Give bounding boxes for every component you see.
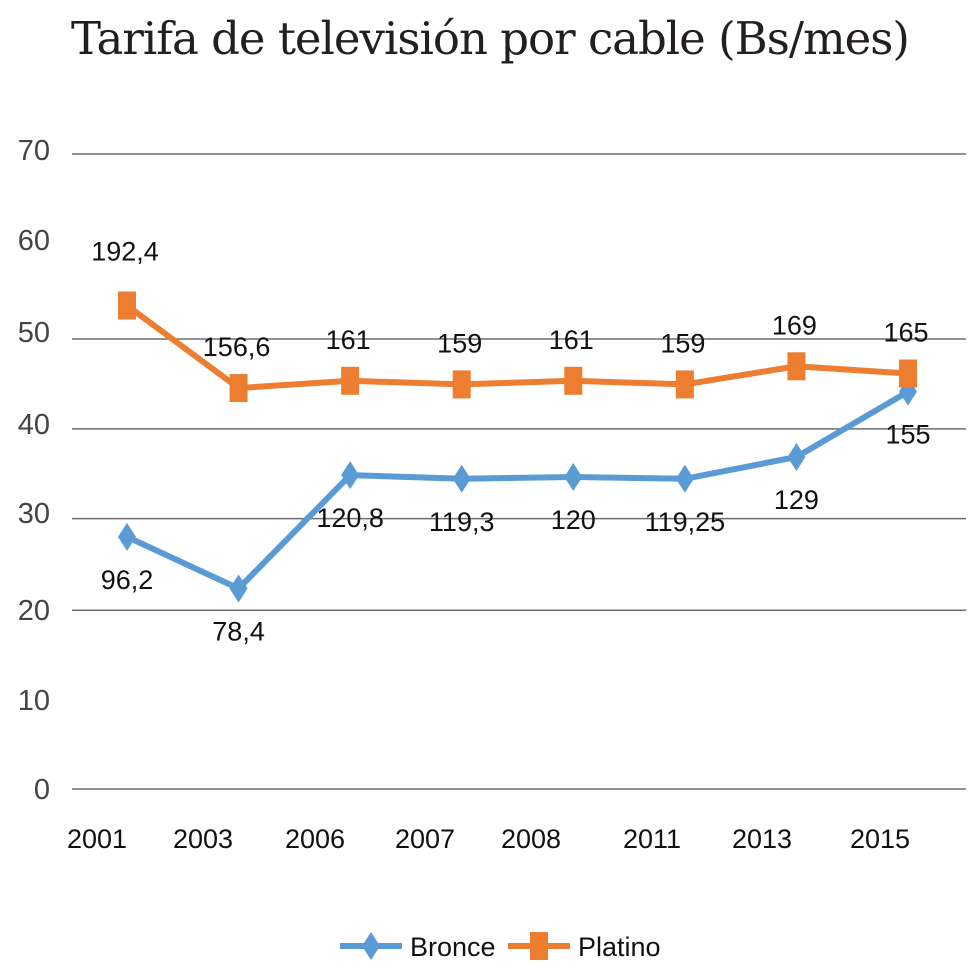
data-label-platino: 165	[883, 318, 928, 348]
data-point-bronce	[564, 462, 583, 491]
x-tick-label: 2007	[395, 824, 455, 854]
data-label-bronce: 129	[774, 485, 819, 515]
data-label-platino: 169	[772, 310, 817, 340]
data-label-platino: 161	[549, 325, 594, 355]
legend-label-platino: Platino	[578, 932, 661, 962]
data-point-bronce	[787, 442, 806, 471]
y-tick-label: 0	[34, 774, 50, 806]
y-tick-label: 20	[18, 595, 50, 627]
y-tick-label: 30	[18, 498, 50, 530]
data-label-platino: 161	[326, 325, 371, 355]
chart-title: Tarifa de televisión por cable (Bs/mes)	[71, 12, 910, 65]
data-label-bronce: 96,2	[101, 565, 154, 595]
x-tick-label: 2015	[850, 824, 910, 854]
legend-square-icon	[530, 932, 548, 960]
x-tick-label: 2003	[173, 824, 233, 854]
legend: Bronce Platino	[340, 932, 661, 962]
marker-detail	[678, 381, 691, 388]
y-tick-label: 10	[18, 685, 50, 717]
marker-detail	[567, 377, 580, 384]
data-labels: 96,2 78,4 120,8 119,3 120 119,25 129 155 192,4 15…	[91, 236, 930, 646]
data-label-bronce: 155	[885, 420, 930, 450]
data-label-bronce: 119,3	[429, 507, 495, 537]
data-point-bronce	[675, 464, 694, 493]
data-label-platino: 159	[660, 328, 705, 358]
data-label-platino: 192,4	[91, 236, 159, 266]
data-label-bronce: 78,4	[212, 617, 265, 647]
series	[118, 291, 917, 603]
data-point-bronce	[118, 522, 136, 551]
data-label-platino: 159	[437, 328, 482, 358]
x-tick-label: 2006	[285, 824, 345, 854]
data-label-platino: 156,6	[203, 332, 271, 362]
data-label-bronce: 120,8	[316, 503, 384, 533]
gridlines	[72, 153, 966, 790]
y-tick-label: 60	[18, 225, 50, 257]
legend-label-bronce: Bronce	[410, 932, 496, 962]
x-axis-ticks: 2001 2003 2006 2007 2008 2011 2013 2015	[67, 824, 910, 854]
series-line-platino	[124, 302, 911, 392]
x-tick-label: 2013	[732, 824, 792, 854]
data-label-bronce: 120	[551, 505, 596, 535]
marker-detail	[455, 381, 468, 388]
data-point-bronce	[452, 464, 471, 493]
y-tick-label: 50	[18, 317, 50, 349]
marker-detail	[232, 385, 245, 392]
data-label-bronce: 119,25	[645, 507, 726, 537]
x-tick-label: 2011	[623, 824, 681, 854]
series-line-bronce	[124, 388, 911, 592]
marker-detail	[902, 370, 914, 377]
marker-detail	[790, 363, 803, 370]
y-axis-ticks: 0 10 20 30 40 50 60 70	[18, 135, 50, 806]
x-tick-label: 2001	[67, 824, 127, 854]
data-point-bronce	[341, 461, 360, 490]
y-tick-label: 40	[18, 409, 50, 441]
marker-detail	[344, 377, 357, 384]
legend-diamond-icon	[362, 932, 380, 960]
data-point-bronce	[229, 574, 248, 603]
x-tick-label: 2008	[501, 824, 561, 854]
y-tick-label: 70	[18, 135, 50, 167]
marker-detail	[121, 302, 133, 309]
